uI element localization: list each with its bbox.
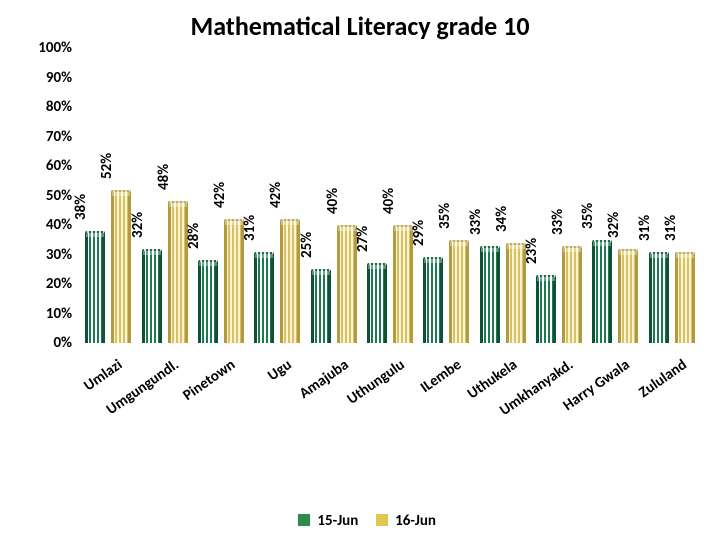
bar-16jun bbox=[618, 249, 638, 343]
x-category-label: Amajuba bbox=[296, 356, 352, 403]
bar-group: 27%40% bbox=[362, 48, 418, 343]
bar-value-label: 34% bbox=[493, 206, 511, 232]
bar-15jun bbox=[367, 263, 387, 343]
bar-group: 32%48% bbox=[136, 48, 192, 343]
bar-value-label: 28% bbox=[185, 223, 203, 249]
bar-group: 25%40% bbox=[305, 48, 361, 343]
bar-group: 38%52% bbox=[80, 48, 136, 343]
y-axis: 0%10%20%30%40%50%60%70%80%90%100% bbox=[20, 48, 80, 343]
x-axis: UmlaziUmgungundl.PinetownUguAmajubaUthun… bbox=[80, 348, 700, 438]
bar-15jun bbox=[85, 231, 105, 343]
x-category-label: Umlazi bbox=[81, 356, 126, 395]
bar-15jun bbox=[592, 240, 612, 343]
bar-16jun bbox=[449, 240, 469, 343]
y-tick: 10% bbox=[20, 305, 72, 323]
y-tick: 60% bbox=[20, 157, 72, 175]
bar-value-label: 32% bbox=[129, 211, 147, 237]
bar-16jun bbox=[562, 246, 582, 343]
y-tick: 80% bbox=[20, 98, 72, 116]
y-tick: 70% bbox=[20, 128, 72, 146]
bar-value-label: 40% bbox=[380, 188, 398, 214]
legend: 15-Jun 16-Jun bbox=[0, 512, 720, 530]
bar-value-label: 48% bbox=[155, 164, 173, 190]
bar-15jun bbox=[536, 275, 556, 343]
chart-title: Mathematical Literacy grade 10 bbox=[0, 0, 720, 46]
bar-15jun bbox=[142, 249, 162, 343]
bar-group: 35%32% bbox=[587, 48, 643, 343]
bar-value-label: 33% bbox=[549, 209, 567, 235]
y-tick: 100% bbox=[20, 39, 72, 57]
bar-value-label: 23% bbox=[523, 238, 541, 264]
bar-16jun bbox=[675, 252, 695, 343]
x-category-label: Zululand bbox=[635, 356, 690, 402]
x-category-label: ILembe bbox=[417, 356, 465, 397]
legend-label-16jun: 16-Jun bbox=[395, 512, 436, 530]
bar-value-label: 52% bbox=[98, 152, 116, 178]
bar-value-label: 35% bbox=[436, 203, 454, 229]
bar-group: 31%31% bbox=[644, 48, 700, 343]
bar-15jun bbox=[198, 260, 218, 343]
bar-value-label: 31% bbox=[662, 214, 680, 240]
bar-group: 29%35% bbox=[418, 48, 474, 343]
bar-value-label: 25% bbox=[298, 232, 316, 258]
bar-value-label: 31% bbox=[241, 214, 259, 240]
x-category-label: Pinetown bbox=[180, 356, 239, 405]
bar-value-label: 42% bbox=[211, 182, 229, 208]
bar-group: 33%34% bbox=[475, 48, 531, 343]
bar-value-label: 38% bbox=[72, 194, 90, 220]
bar-value-label: 35% bbox=[579, 203, 597, 229]
y-tick: 90% bbox=[20, 69, 72, 87]
bar-15jun bbox=[423, 257, 443, 343]
y-tick: 0% bbox=[20, 334, 72, 352]
y-tick: 50% bbox=[20, 187, 72, 205]
bar-value-label: 29% bbox=[410, 220, 428, 246]
bar-15jun bbox=[311, 269, 331, 343]
bar-15jun bbox=[254, 252, 274, 343]
legend-swatch-16jun bbox=[376, 514, 388, 526]
legend-label-15jun: 15-Jun bbox=[317, 512, 358, 530]
y-tick: 20% bbox=[20, 275, 72, 293]
y-tick: 30% bbox=[20, 246, 72, 264]
bar-15jun bbox=[480, 246, 500, 343]
chart-area: 0%10%20%30%40%50%60%70%80%90%100% 38%52%… bbox=[20, 48, 700, 418]
plot-area: 38%52%32%48%28%42%31%42%25%40%27%40%29%3… bbox=[80, 48, 700, 343]
bar-15jun bbox=[649, 252, 669, 343]
bar-group: 28%42% bbox=[193, 48, 249, 343]
bar-group: 31%42% bbox=[249, 48, 305, 343]
bar-group: 23%33% bbox=[531, 48, 587, 343]
bar-value-label: 40% bbox=[324, 188, 342, 214]
legend-swatch-15jun bbox=[298, 514, 310, 526]
bar-value-label: 31% bbox=[636, 214, 654, 240]
bar-value-label: 32% bbox=[605, 211, 623, 237]
bar-value-label: 33% bbox=[467, 209, 485, 235]
bar-value-label: 42% bbox=[267, 182, 285, 208]
x-category-label: Uthungulu bbox=[344, 356, 408, 409]
x-category-label: Ugu bbox=[265, 356, 296, 385]
bar-value-label: 27% bbox=[354, 226, 372, 252]
y-tick: 40% bbox=[20, 216, 72, 234]
